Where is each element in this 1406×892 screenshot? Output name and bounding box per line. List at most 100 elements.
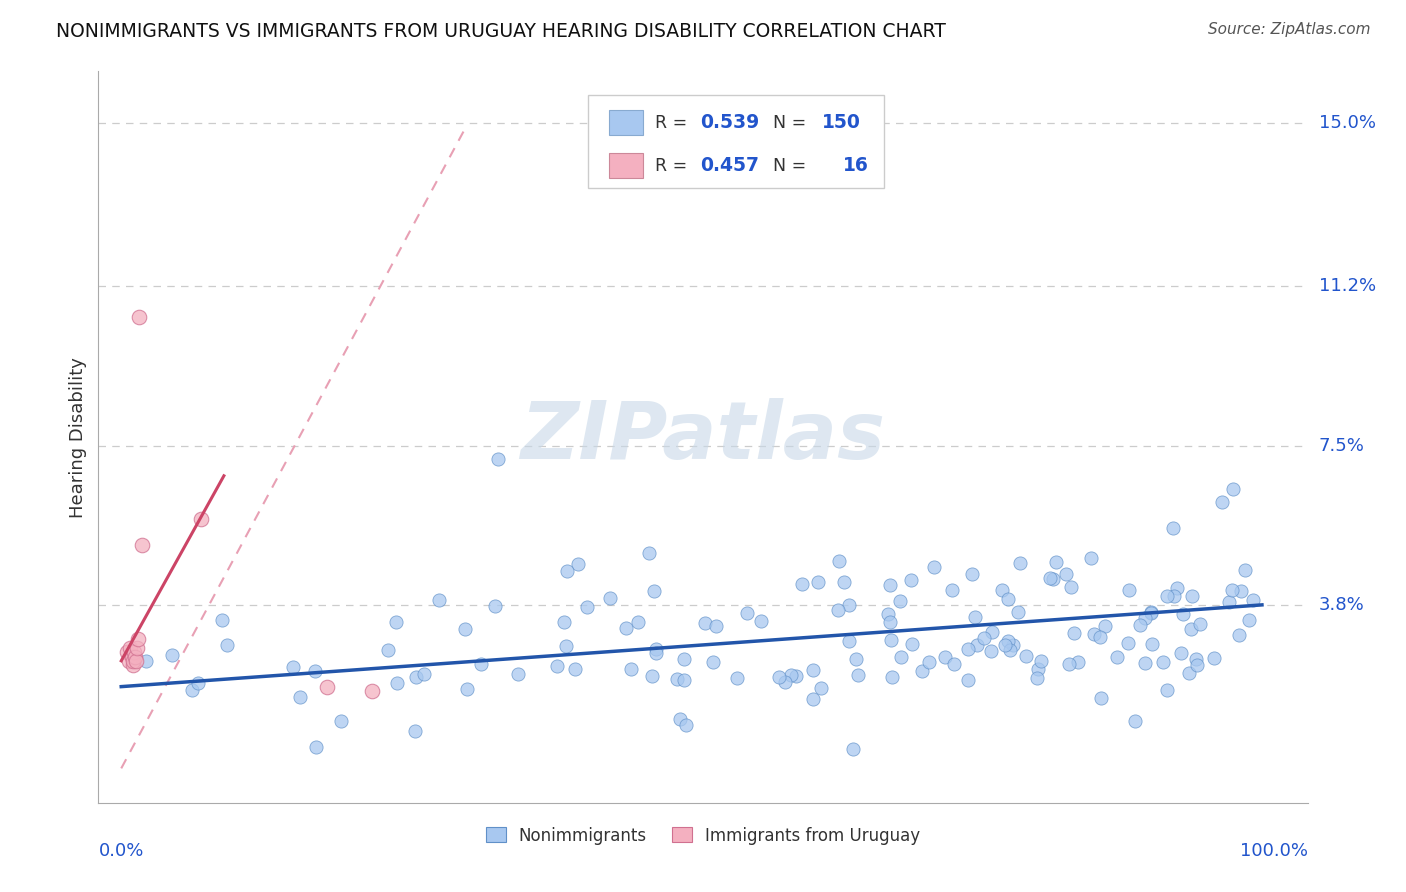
Point: [882, 670, 904, 684]
Text: N =: N =: [773, 113, 811, 132]
Point: [792, 577, 814, 591]
Point: [553, 615, 575, 629]
Text: 0.457: 0.457: [700, 156, 759, 175]
Text: Source: ZipAtlas.com: Source: ZipAtlas.com: [1208, 22, 1371, 37]
Point: [1178, 665, 1201, 680]
Point: [877, 607, 900, 622]
Point: [1135, 611, 1157, 625]
Text: NONIMMIGRANTS VS IMMIGRANTS FROM URUGUAY HEARING DISABILITY CORRELATION CHART: NONIMMIGRANTS VS IMMIGRANTS FROM URUGUAY…: [56, 22, 946, 41]
Point: [838, 598, 860, 612]
Point: [361, 684, 384, 698]
Point: [1026, 671, 1049, 685]
Point: [980, 644, 1002, 658]
Point: [614, 621, 637, 635]
Point: [121, 649, 143, 664]
Point: [889, 594, 911, 608]
Point: [315, 680, 337, 694]
Text: 100.0%: 100.0%: [1240, 842, 1308, 860]
Point: [890, 650, 912, 665]
Point: [1118, 583, 1140, 598]
Point: [575, 600, 598, 615]
Point: [127, 640, 149, 655]
Point: [121, 658, 143, 673]
Point: [672, 673, 695, 687]
Point: [973, 631, 995, 645]
Point: [773, 674, 796, 689]
Point: [190, 512, 212, 526]
Point: [1180, 622, 1202, 636]
Point: [427, 593, 450, 607]
Point: [672, 652, 695, 666]
Point: [160, 648, 183, 663]
Point: [956, 673, 979, 688]
Point: [135, 654, 157, 668]
Point: [1156, 683, 1178, 698]
Point: [120, 640, 142, 655]
Point: [124, 649, 146, 664]
Point: [1090, 691, 1112, 706]
Point: [1094, 619, 1116, 633]
Point: [1140, 605, 1163, 619]
Point: [1045, 556, 1067, 570]
Point: [385, 615, 408, 629]
Point: [846, 668, 869, 682]
Point: [1222, 482, 1244, 496]
Point: [693, 616, 716, 631]
Point: [725, 671, 748, 685]
Point: [918, 655, 941, 669]
Point: [801, 663, 824, 677]
Point: [1060, 580, 1083, 594]
Point: [290, 690, 312, 704]
Point: [641, 669, 664, 683]
Point: [211, 613, 233, 627]
Point: [555, 639, 578, 653]
Point: [304, 664, 326, 678]
Point: [1015, 648, 1038, 663]
Point: [1161, 521, 1184, 535]
Text: 150: 150: [821, 113, 860, 132]
Point: [125, 654, 148, 668]
Point: [810, 681, 832, 695]
Point: [564, 662, 586, 676]
Text: N =: N =: [773, 157, 811, 175]
Text: 3.8%: 3.8%: [1319, 596, 1364, 614]
Point: [963, 609, 986, 624]
Point: [555, 564, 578, 578]
Point: [1241, 592, 1264, 607]
Point: [215, 638, 238, 652]
Point: [880, 632, 903, 647]
Point: [922, 560, 945, 574]
Text: ZIPatlas: ZIPatlas: [520, 398, 886, 476]
Text: 15.0%: 15.0%: [1319, 114, 1375, 132]
Point: [827, 603, 849, 617]
Point: [470, 657, 492, 671]
Point: [1008, 556, 1031, 570]
Point: [127, 632, 149, 647]
Point: [900, 573, 922, 587]
Point: [998, 642, 1021, 657]
Point: [943, 657, 966, 672]
Point: [702, 655, 724, 669]
Point: [1105, 649, 1128, 664]
Point: [304, 740, 326, 755]
Point: [1237, 613, 1260, 627]
Point: [749, 614, 772, 628]
Point: [1171, 607, 1194, 622]
Point: [404, 723, 426, 738]
Point: [118, 654, 141, 668]
Point: [704, 619, 727, 633]
Point: [901, 637, 924, 651]
Point: [997, 592, 1019, 607]
Point: [1059, 657, 1081, 671]
Point: [1129, 618, 1152, 632]
Point: [1083, 627, 1105, 641]
FancyBboxPatch shape: [588, 95, 884, 188]
Point: [956, 642, 979, 657]
Y-axis label: Hearing Disability: Hearing Disability: [69, 357, 87, 517]
Point: [1039, 571, 1062, 585]
Point: [785, 669, 807, 683]
Point: [1187, 658, 1209, 673]
Point: [329, 714, 352, 728]
Point: [1140, 607, 1163, 621]
Text: 11.2%: 11.2%: [1319, 277, 1376, 295]
